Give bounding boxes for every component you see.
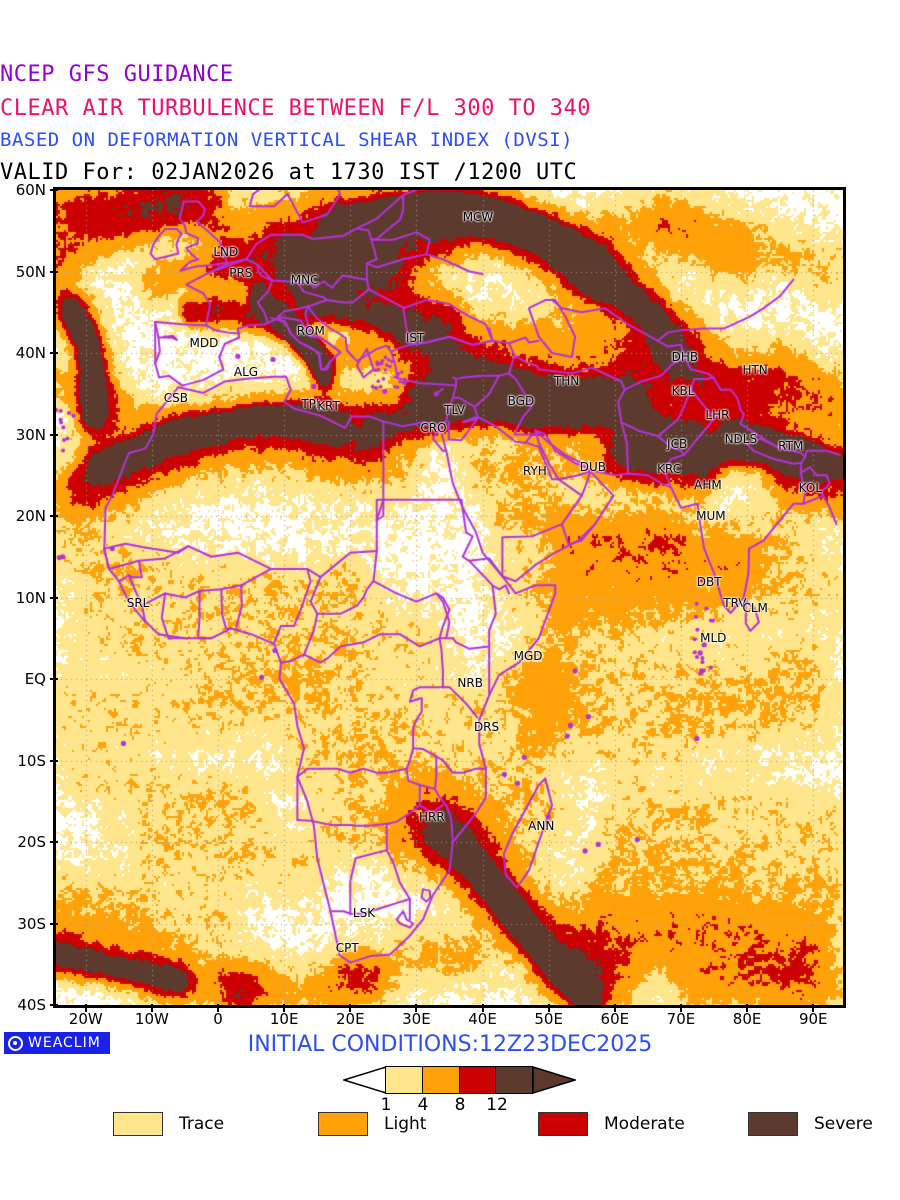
x-axis-tick [679,1004,682,1012]
colorbar-over-arrow [532,1065,578,1098]
y-axis-tick [50,1004,58,1006]
x-axis-tick [84,1004,87,1012]
x-axis-tick [547,1004,550,1012]
x-axis-label: 10W [134,1010,169,1028]
x-axis-label: 10E [269,1010,299,1028]
legend-swatch [113,1112,163,1136]
x-axis-tick [150,1004,153,1012]
y-axis-tick [50,270,58,273]
colorbar-tick: 12 [486,1095,508,1115]
legend-label: Trace [179,1114,225,1134]
y-axis-label: 40N [15,344,46,362]
initial-conditions-text: INITIAL CONDITIONS:12Z23DEC2025 [247,1032,653,1057]
colorbar: 1 4 8 12 [341,1065,578,1115]
colorbar-segment [386,1067,423,1093]
x-axis-tick [349,1004,352,1012]
x-axis-label: 0 [213,1010,223,1028]
legend-swatch [538,1112,588,1136]
x-axis-label: 20E [336,1010,365,1028]
colorbar-segments [385,1066,533,1094]
page-title-product: CLEAR AIR TURBULENCE BETWEEN F/L 300 TO … [0,96,592,121]
x-axis-label: 60E [600,1010,630,1028]
x-axis-label: 30E [402,1010,431,1028]
colorbar-under-arrow [341,1065,387,1095]
y-axis-label: 10N [15,588,46,607]
legend-item: Trace [113,1112,224,1136]
y-axis-tick [50,841,58,843]
x-axis-label: 80E [732,1010,762,1028]
page-title-model: NCEP GFS GUIDANCE [0,62,234,87]
y-axis-tick [50,189,58,191]
legend-label: Moderate [604,1114,685,1134]
x-axis-tick [283,1004,286,1012]
y-axis-label: 50N [15,262,46,281]
turbulence-field-canvas [56,190,843,1005]
weaclim-ring-icon [8,1035,23,1051]
category-legend: Trace Light Moderate Severe [0,1112,900,1142]
x-axis-tick [812,1004,815,1012]
legend-item: Light [318,1112,426,1136]
y-axis-tick [50,922,58,925]
x-axis-label: 90E [798,1010,828,1028]
colorbar-tick: 1 [380,1095,392,1115]
legend-label: Light [384,1114,427,1134]
colorbar-tick-labels: 1 4 8 12 [381,1095,533,1115]
legend-swatch [748,1112,798,1136]
x-axis-tick [481,1004,484,1012]
weaclim-logo[interactable]: WEACLIM [4,1032,110,1054]
y-axis-label: 60N [15,181,46,199]
colorbar-tick: 4 [417,1095,429,1115]
y-axis-tick [50,433,58,436]
y-axis-label: 30S [17,914,46,933]
x-axis-label: 50E [534,1010,563,1028]
weaclim-logo-text: WEACLIM [28,1035,101,1051]
legend-swatch [318,1112,368,1136]
x-axis-label: 40E [468,1010,497,1028]
legend-label: Severe [814,1114,873,1134]
y-axis-label: EQ [24,670,46,688]
page-valid-time: VALID For: 02JAN2026 at 1730 IST /1200 U… [0,160,578,185]
y-axis-label: 20N [15,507,46,525]
y-axis-tick [50,678,58,680]
colorbar-segment [496,1067,532,1093]
x-axis-tick [746,1004,749,1012]
y-axis-label: 20S [17,833,46,851]
y-axis-label: 30N [15,425,46,444]
x-axis-tick [613,1004,616,1012]
map-plot-area[interactable]: MCW LND PRS MNC MDD ROM IST ALG CSB TPL KRT TLV CRO B… [53,187,846,1008]
colorbar-segment [422,1067,460,1093]
colorbar-tick: 8 [454,1095,466,1115]
legend-item: Severe [748,1112,873,1136]
y-axis-tick [50,596,58,599]
page-subtitle-index: BASED ON DEFORMATION VERTICAL SHEAR INDE… [0,129,574,151]
x-axis-tick [415,1004,418,1012]
colorbar-segment [459,1067,497,1093]
y-axis-tick [50,352,58,354]
y-axis-label: 40S [17,996,46,1014]
x-axis-label: 70E [666,1010,696,1028]
y-axis-tick [50,515,58,517]
x-axis-label: 20W [68,1010,103,1028]
y-axis-label: 10S [17,751,46,770]
y-axis-tick [50,759,58,762]
legend-item: Moderate [538,1112,685,1136]
x-axis-tick [217,1004,220,1012]
